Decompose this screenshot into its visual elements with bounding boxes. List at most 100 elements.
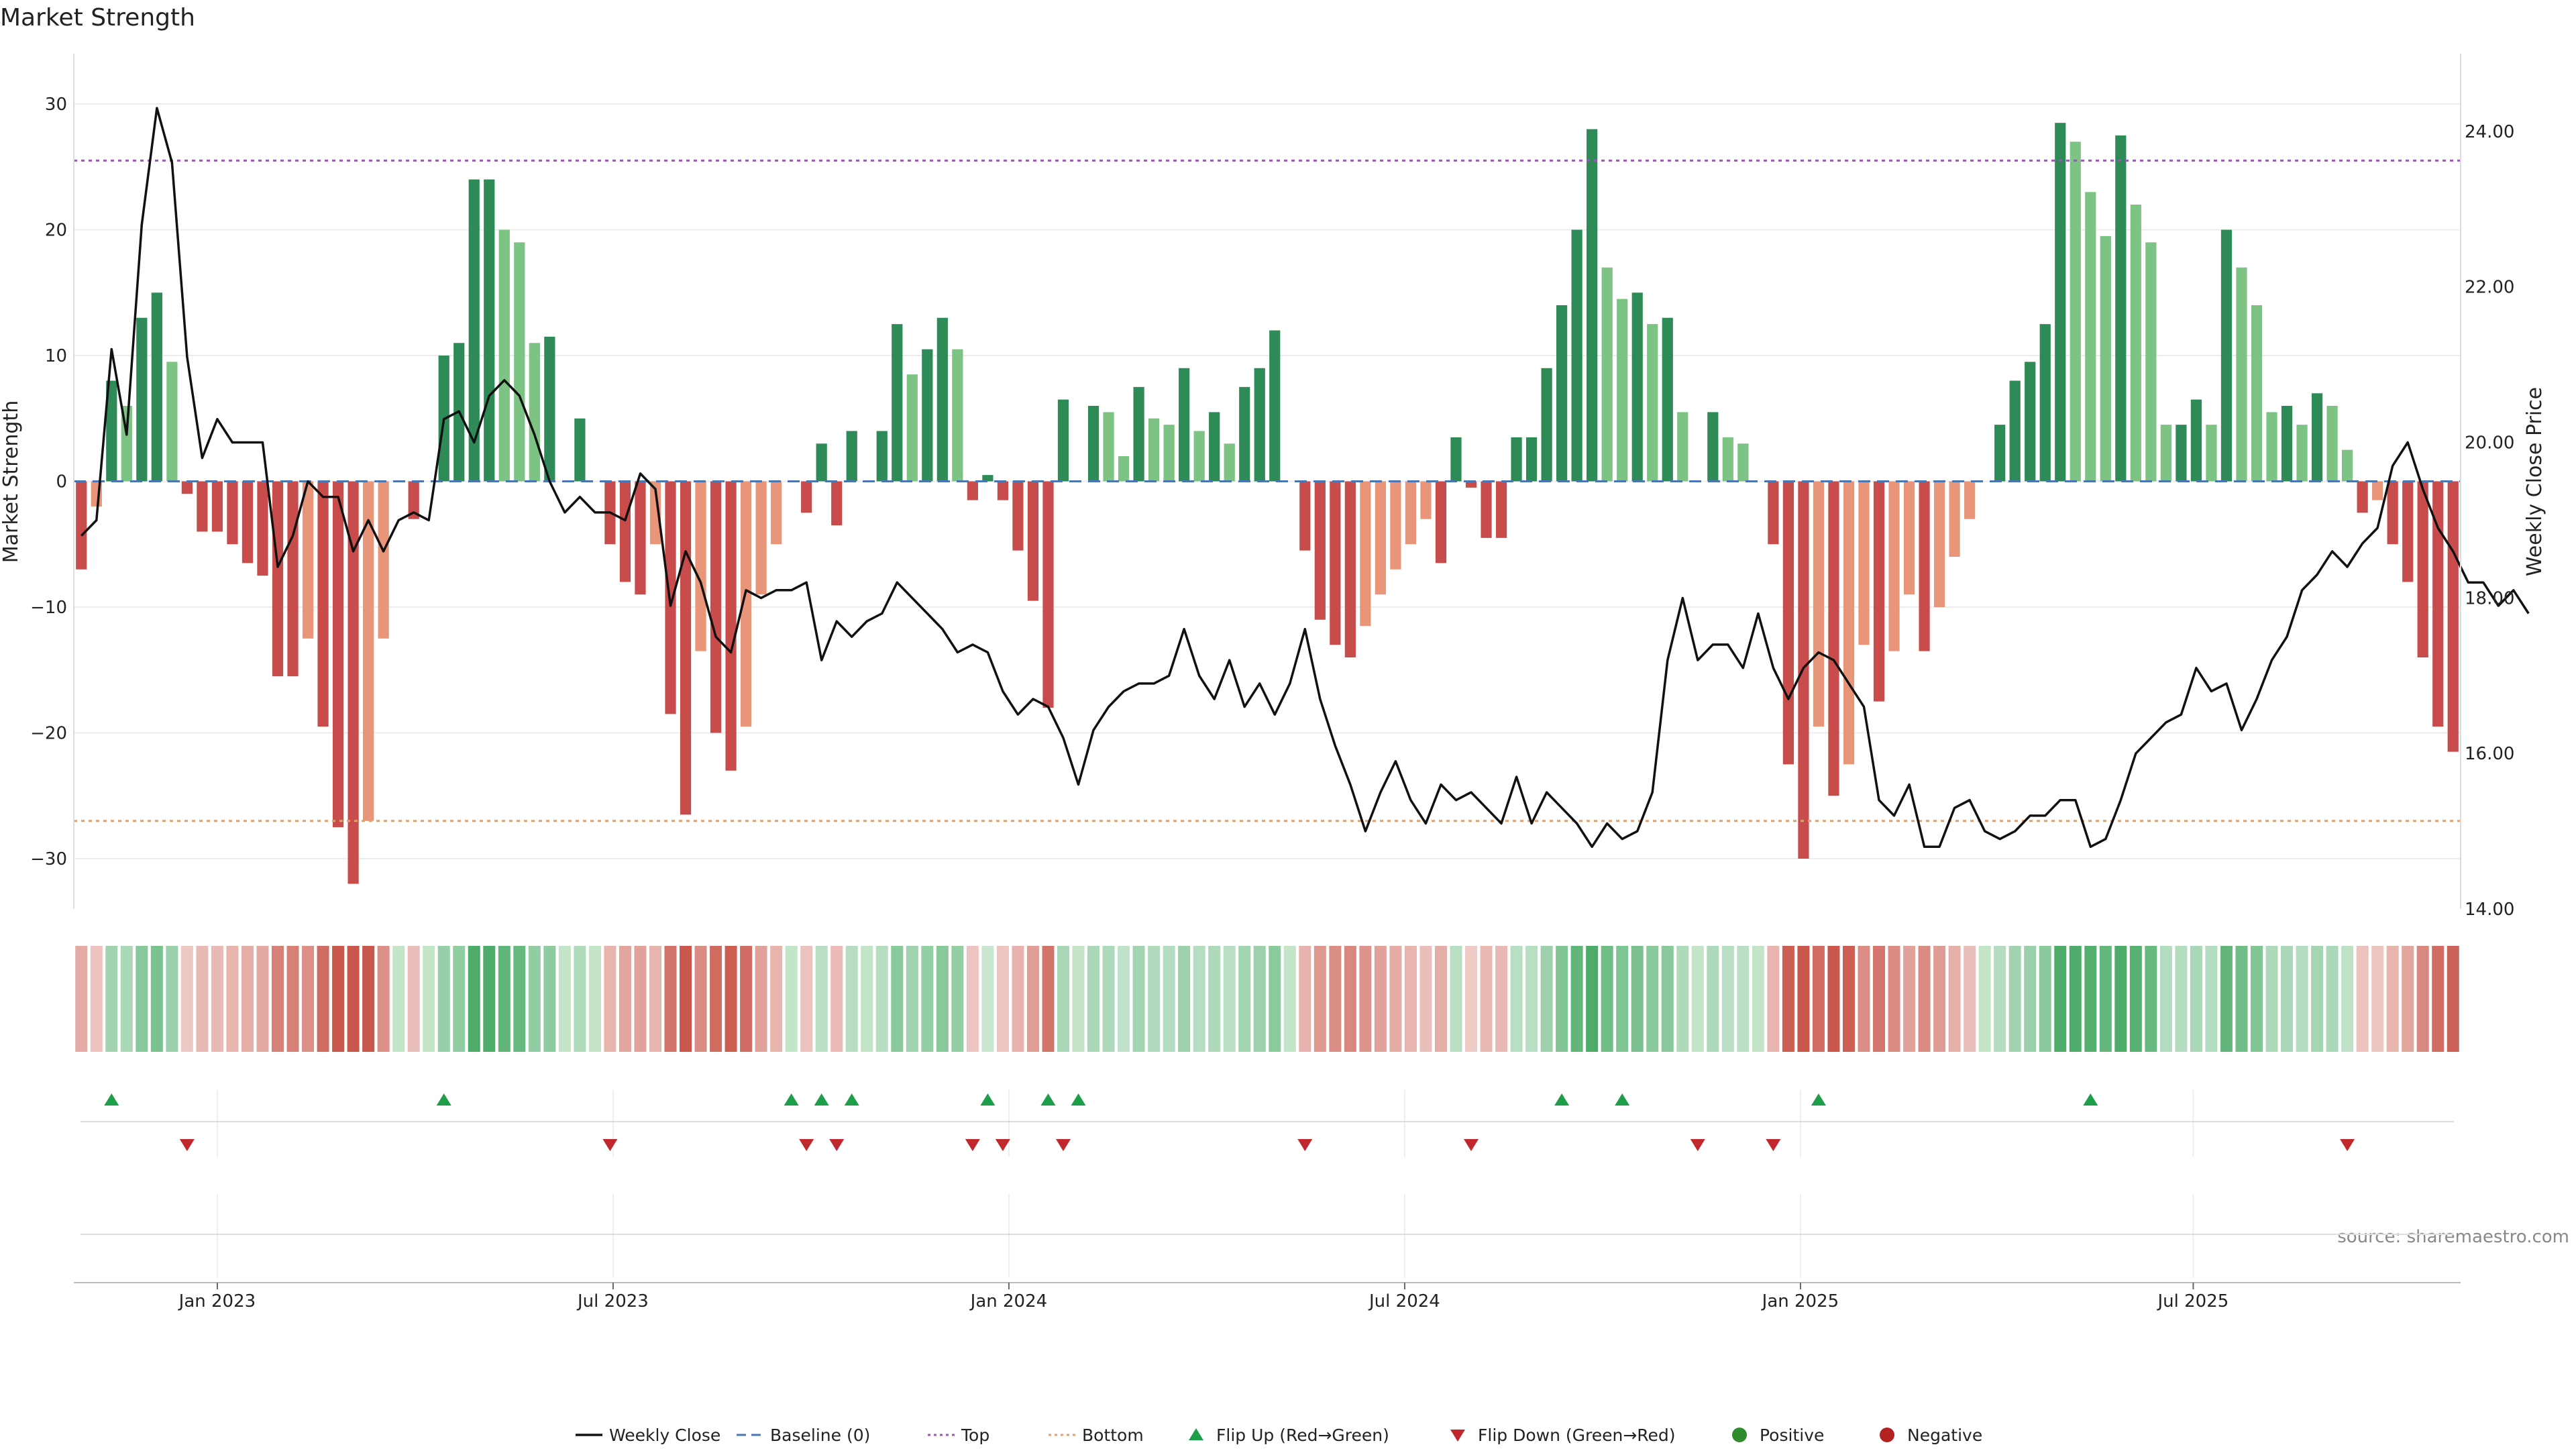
strength-bar (2342, 449, 2353, 482)
heat-cell (1253, 946, 1266, 1052)
heat-cell (513, 946, 526, 1052)
heat-cell (1374, 946, 1387, 1052)
strength-bar (287, 481, 299, 677)
strength-bar (922, 349, 933, 482)
heat-cell (1797, 946, 1810, 1052)
heat-cell (1510, 946, 1523, 1052)
strength-bars (76, 123, 2459, 884)
strength-bar (136, 317, 148, 482)
heat-cell (2114, 946, 2127, 1052)
strength-bar (1813, 481, 1825, 727)
strength-bar (2039, 324, 2051, 482)
heat-cell (1616, 946, 1629, 1052)
heat-cell (2341, 946, 2354, 1052)
legend-item-baseline: Baseline (0) (737, 1426, 870, 1445)
legend-positive-swatch (1732, 1428, 1747, 1442)
heat-cell (256, 946, 269, 1052)
legend-label: Flip Up (Red→Green) (1216, 1426, 1389, 1445)
flip-up-marker (1615, 1093, 1630, 1106)
heat-cell (1933, 946, 1946, 1052)
heat-cell (1918, 946, 1931, 1052)
strength-bar (2417, 481, 2428, 657)
strength-bar (302, 481, 314, 639)
heat-cell (468, 946, 480, 1052)
heat-cell (2386, 946, 2399, 1052)
strength-bar (1314, 481, 1326, 620)
heat-cell (694, 946, 707, 1052)
heat-cell (150, 946, 163, 1052)
x-tick-label: Jan 2023 (178, 1291, 256, 1311)
heat-cell (1721, 946, 1734, 1052)
weekly-close-line (80, 107, 2530, 849)
y-axis-label: Market Strength (0, 400, 23, 563)
heat-cell (1329, 946, 1342, 1052)
heat-cell (1072, 946, 1085, 1052)
heat-cell (166, 946, 178, 1052)
weekly-close-path (80, 107, 2530, 849)
legend-item-negative: Negative (1880, 1426, 1982, 1445)
legend-item-bottom: Bottom (1049, 1426, 1144, 1445)
strength-heat-strip (75, 946, 2459, 1052)
heat-cell (453, 946, 466, 1052)
heat-cell (1178, 946, 1191, 1052)
heat-cell (1344, 946, 1356, 1052)
strength-bar (2326, 406, 2338, 482)
heat-cell (1691, 946, 1704, 1052)
heat-cell (574, 946, 586, 1052)
strength-bar (755, 481, 767, 595)
heat-cell (724, 946, 737, 1052)
strength-bar (227, 481, 238, 545)
heat-cell (740, 946, 753, 1052)
heat-cell (1707, 946, 1719, 1052)
heat-cell (2235, 946, 2248, 1052)
heat-cell (1480, 946, 1493, 1052)
strength-bar (710, 481, 722, 733)
heat-cell (2432, 946, 2445, 1052)
x-tick-label: Jul 2024 (1368, 1291, 1440, 1311)
reference-lines (74, 159, 2461, 822)
heat-cell (1299, 946, 1311, 1052)
heat-cell (2281, 946, 2294, 1052)
strength-bar (2372, 481, 2383, 500)
strength-bar (695, 481, 706, 651)
strength-bar (1782, 481, 1794, 765)
heat-cell (241, 946, 254, 1052)
strength-bar (1617, 299, 1628, 482)
strength-bar (2236, 267, 2247, 482)
heat-cell (1812, 946, 1825, 1052)
flip-up-marker (814, 1093, 829, 1106)
strength-bar (514, 242, 525, 482)
heat-cell (634, 946, 647, 1052)
heat-cell (2356, 946, 2369, 1052)
strength-bar (1768, 481, 1779, 545)
heat-cell (1556, 946, 1568, 1052)
strength-bar (1571, 229, 1582, 482)
heat-cell (2129, 946, 2142, 1052)
strength-bar (2402, 481, 2414, 582)
legend-item-positive: Positive (1732, 1426, 1824, 1445)
heat-cell (1570, 946, 1583, 1052)
y2-tick-label: 20.00 (2465, 433, 2514, 453)
heat-cell (1540, 946, 1553, 1052)
heat-cell (392, 946, 405, 1052)
heat-cell (710, 946, 722, 1052)
strength-bar (1647, 324, 1658, 482)
heat-cell (1087, 946, 1100, 1052)
heat-cell (1359, 946, 1372, 1052)
heat-cell (136, 946, 148, 1052)
strength-bar (635, 481, 646, 595)
heat-cell (2159, 946, 2172, 1052)
heat-cell (830, 946, 843, 1052)
heat-cell (528, 946, 541, 1052)
strength-bar (846, 431, 857, 482)
strength-bar (1375, 481, 1386, 595)
heat-cell (377, 946, 390, 1052)
heat-cell (1389, 946, 1402, 1052)
strength-bar (272, 481, 284, 677)
legend-label: Flip Down (Green→Red) (1478, 1426, 1676, 1445)
heat-cell (1012, 946, 1024, 1052)
strength-bar (816, 443, 827, 482)
heat-cell (120, 946, 133, 1052)
heat-cell (437, 946, 450, 1052)
strength-bar (1601, 267, 1613, 482)
